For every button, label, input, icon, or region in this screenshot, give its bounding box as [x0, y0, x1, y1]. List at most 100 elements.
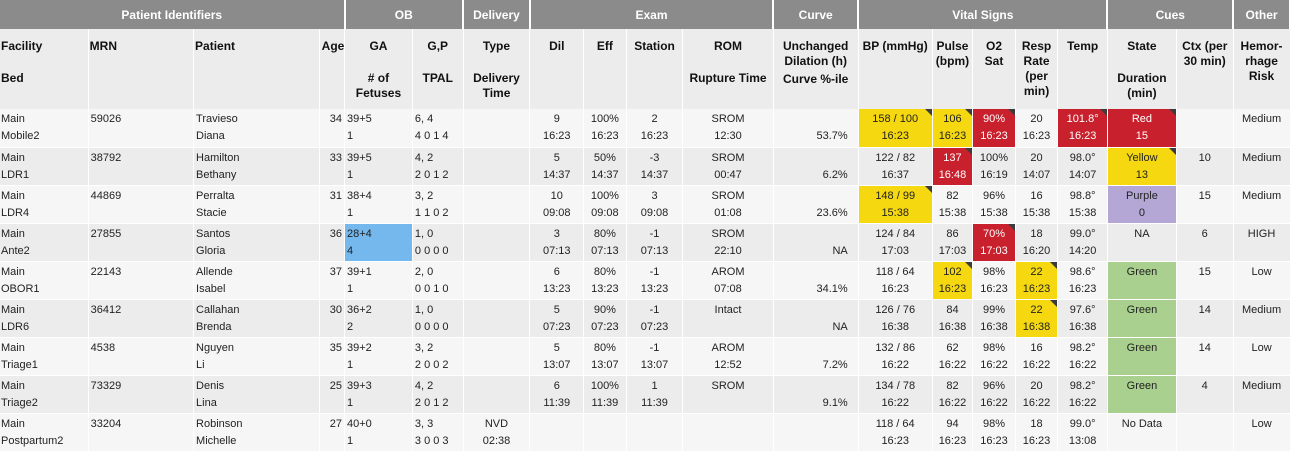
patient-row[interactable]: Main LDR4 44869 Perralta Stacie 31 38+4 1 3…: [0, 185, 1291, 224]
resp-time-text: 16:23: [1022, 282, 1051, 295]
cell-patient-name[interactable]: Santos Gloria: [193, 223, 320, 262]
cell-o2-sat: 98% 16:23: [972, 261, 1016, 300]
pulse-text: 102: [943, 265, 962, 278]
col-header-hemorrhage-risk[interactable]: Hemor-rhage Risk: [1233, 29, 1291, 109]
pulse-time-text: 17:03: [938, 244, 967, 257]
col-header-eff[interactable]: Eff: [583, 29, 627, 109]
cell-patient-name[interactable]: Allende Isabel: [193, 261, 320, 300]
cell-state[interactable]: Green: [1107, 299, 1177, 338]
resp-time-text: 14:07: [1022, 168, 1051, 181]
delivery-type-text: NVD: [484, 417, 509, 430]
facility-text: Main: [1, 341, 25, 354]
col-header-patient[interactable]: Patient: [193, 29, 320, 109]
cell-o2-sat: 100% 16:19: [972, 147, 1016, 186]
age-text: 30: [329, 303, 342, 316]
col-header-temp[interactable]: Temp: [1057, 29, 1108, 109]
fetuses-text: 1: [347, 130, 354, 142]
station-time-text: 16:23: [640, 130, 669, 142]
col-header-facility[interactable]: Facility Bed: [0, 29, 89, 109]
cell-state[interactable]: No Data: [1107, 413, 1177, 452]
mrn-text: 44869: [90, 189, 122, 202]
rom-text: SROM: [711, 151, 745, 164]
group-ob: OB: [344, 0, 465, 29]
cell-pulse: 82 15:38: [932, 185, 974, 224]
cell-o2-sat: 70% 17:03: [972, 223, 1016, 262]
curve-percentile-text: 23.6%: [816, 206, 848, 219]
col-header-ga[interactable]: GA # of Fetuses: [344, 29, 413, 109]
cell-facility: Main Mobile2: [0, 109, 89, 148]
temp-text: 98.0°: [1069, 151, 1096, 164]
col-header-age[interactable]: Age: [319, 29, 346, 109]
patient-last-name: Hamilton: [196, 151, 240, 164]
col-header-dil[interactable]: Dil: [529, 29, 585, 109]
col-header-ctx[interactable]: Ctx (per 30 min): [1176, 29, 1234, 109]
rom-text: SROM: [711, 227, 745, 240]
cell-patient-name[interactable]: Hamilton Bethany: [193, 147, 320, 186]
cell-gp: 2, 0 0 0 1 0: [412, 261, 464, 300]
gp-text: 3, 2: [414, 189, 434, 202]
hemorrhage-risk-text: Low: [1251, 265, 1272, 278]
col-header-o2-label: O2 Sat: [984, 39, 1004, 68]
cell-facility: Main LDR6: [0, 299, 89, 338]
col-header-type[interactable]: Type Delivery Time: [463, 29, 531, 109]
cell-ga: 36+2 2: [344, 299, 413, 338]
cell-rom: SROM 00:47: [682, 147, 774, 186]
patient-row[interactable]: Main OBOR1 22143 Allende Isabel 37 39+1 1 2…: [0, 261, 1291, 300]
patient-row[interactable]: Main Ante2 27855 Santos Gloria 36 28+4 4 1,…: [0, 223, 1291, 262]
col-header-pulse[interactable]: Pulse (bpm): [932, 29, 974, 109]
cell-state[interactable]: Yellow 13: [1107, 147, 1177, 186]
cell-mrn: 4538: [88, 337, 195, 376]
cell-patient-name[interactable]: Denis Lina: [193, 375, 320, 414]
temp-text: 98.6°: [1069, 265, 1096, 278]
col-header-state[interactable]: State Duration (min): [1107, 29, 1177, 109]
col-header-resp[interactable]: Resp Rate (per min): [1015, 29, 1059, 109]
patient-row[interactable]: Main LDR1 38792 Hamilton Bethany 33 39+5 1 …: [0, 147, 1291, 186]
col-header-bp[interactable]: BP (mmHg): [858, 29, 933, 109]
patient-row[interactable]: Main Triage1 4538 Nguyen Li 35 39+2 1 3, 2 2…: [0, 337, 1291, 376]
col-header-gp[interactable]: G,P TPAL: [412, 29, 464, 109]
cell-state[interactable]: Green: [1107, 261, 1177, 300]
col-header-curve[interactable]: Unchanged Dilation (h) Curve %-ile: [773, 29, 859, 109]
cell-patient-name[interactable]: Nguyen Li: [193, 337, 320, 376]
cell-patient-name[interactable]: Callahan Brenda: [193, 299, 320, 338]
group-vital-signs: Vital Signs: [858, 0, 1109, 29]
cell-curve: NA: [773, 223, 859, 262]
cell-patient-name[interactable]: Perralta Stacie: [193, 185, 320, 224]
patient-row[interactable]: Main LDR6 36412 Callahan Brenda 30 36+2 2 1…: [0, 299, 1291, 338]
cell-patient-name[interactable]: Travieso Diana: [193, 109, 320, 148]
cell-state[interactable]: Green: [1107, 337, 1177, 376]
dil-text: 6: [553, 265, 560, 278]
cell-patient-name[interactable]: Robinson Michelle: [193, 413, 320, 452]
col-header-o2[interactable]: O2 Sat: [972, 29, 1016, 109]
dil-time-text: 11:39: [543, 396, 571, 409]
cell-pulse: 82 16:22: [932, 375, 974, 414]
col-header-station-label: Station: [634, 39, 675, 53]
tpal-text: 2 0 1 2: [414, 168, 449, 181]
rom-time-text: 00:47: [714, 168, 742, 181]
delivery-type-text: [466, 224, 528, 242]
temp-time-text: 16:23: [1068, 130, 1097, 142]
cell-age: 33: [319, 147, 346, 186]
col-header-rom[interactable]: ROM Rupture Time: [682, 29, 774, 109]
cell-state[interactable]: Red 15: [1107, 109, 1177, 148]
cell-state[interactable]: Purple 0: [1107, 185, 1177, 224]
patient-row[interactable]: Main Postpartum2 33204 Robinson Michelle 2…: [0, 413, 1291, 452]
col-header-mrn[interactable]: MRN: [88, 29, 195, 109]
eff-time-text: 13:23: [591, 282, 619, 295]
col-header-station[interactable]: Station: [626, 29, 684, 109]
cell-state[interactable]: NA: [1107, 223, 1177, 262]
col-header-tpal-label: TPAL: [422, 71, 453, 85]
curve-percentile-text: 6.2%: [822, 168, 848, 181]
ga-text: 39+5: [347, 113, 372, 125]
patient-row[interactable]: Main Mobile2 59026 Travieso Diana 34 39+5 1…: [0, 109, 1291, 148]
cell-station: 1 11:39: [626, 375, 684, 414]
rom-text: SROM: [711, 113, 745, 125]
facility-text: Main: [1, 189, 25, 202]
cell-dil: 3 07:13: [529, 223, 585, 262]
patient-row[interactable]: Main Triage2 73329 Denis Lina 25 39+3 1 4, …: [0, 375, 1291, 414]
cell-temp: 101.8° 16:23: [1057, 109, 1108, 148]
cell-state[interactable]: Green: [1107, 375, 1177, 414]
ctx-text: 14: [1198, 303, 1211, 316]
cell-rom: Intact: [682, 299, 774, 338]
bp-text: 132 / 86: [875, 341, 916, 354]
